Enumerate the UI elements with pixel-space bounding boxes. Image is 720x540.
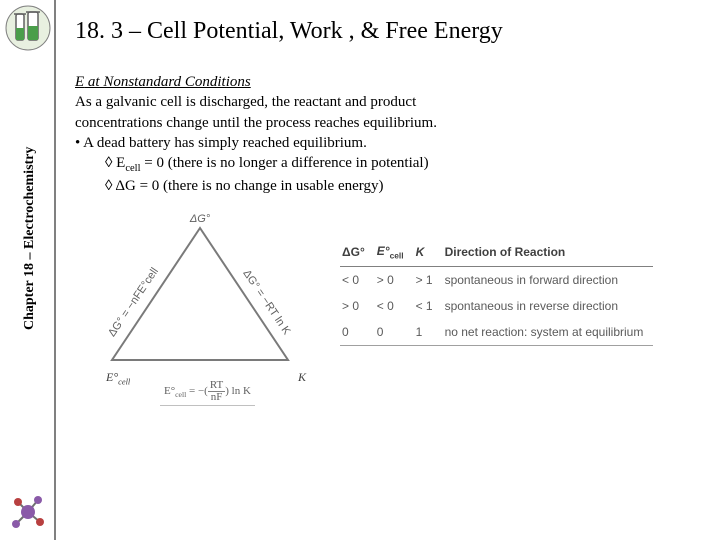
th-dg: ΔG°: [340, 240, 375, 267]
bottom-equation: E°cell = −(RTnF) ln K: [160, 378, 255, 406]
triangle-diagram: ΔG° ΔG° = −nFE°cell ΔG° = −RT ln K: [80, 210, 320, 380]
body-line2: concentrations change until the process …: [75, 115, 437, 131]
th-dir: Direction of Reaction: [443, 240, 654, 267]
table-row: < 0 > 0 > 1 spontaneous in forward direc…: [340, 267, 653, 294]
bullet-2: ◊ Ecell = 0 (there is no longer a differ…: [105, 153, 695, 176]
triangle-bl-label: E°cell: [106, 370, 130, 386]
page-title: 18. 3 – Cell Potential, Work , & Free En…: [75, 18, 503, 45]
subtitle: E at Nonstandard Conditions: [75, 74, 251, 90]
figure-area: ΔG° ΔG° = −nFE°cell ΔG° = −RT ln K E°cel…: [80, 210, 680, 410]
th-k: K: [414, 240, 443, 267]
bullet-3: ◊ ΔG = 0 (there is no change in usable e…: [105, 176, 695, 196]
table-row: 0 0 1 no net reaction: system at equilib…: [340, 319, 653, 346]
sidebar: Chapter 18 – Electrochemistry: [0, 0, 56, 540]
body-line1: As a galvanic cell is discharged, the re…: [75, 94, 416, 110]
triangle-top-label: ΔG°: [189, 213, 211, 225]
beaker-icon: [4, 4, 52, 52]
body-content: E at Nonstandard Conditions As a galvani…: [75, 72, 695, 196]
molecule-icon: [4, 488, 52, 536]
bullet-1: • A dead battery has simply reached equi…: [75, 133, 695, 153]
sidebar-chapter-label: Chapter 18 – Electrochemistry: [22, 147, 38, 330]
triangle-br-label: K: [298, 370, 306, 385]
th-ecell: E°cell: [375, 240, 414, 267]
table-header-row: ΔG° E°cell K Direction of Reaction: [340, 240, 653, 267]
table-row: > 0 < 0 < 1 spontaneous in reverse direc…: [340, 293, 653, 319]
reaction-table: ΔG° E°cell K Direction of Reaction < 0 >…: [340, 240, 653, 346]
